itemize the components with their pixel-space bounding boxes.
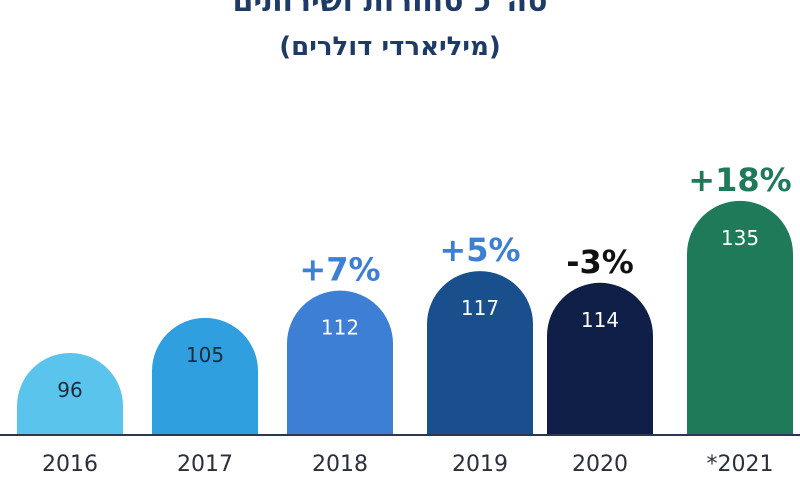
growth-annotation: +18%	[688, 161, 791, 199]
x-tick-label: *2021	[707, 452, 774, 477]
x-tick-label: 2019	[452, 452, 508, 477]
bars-layer	[17, 200, 793, 435]
bar-2018	[287, 290, 393, 435]
growth-annotation: -3%	[566, 243, 634, 281]
bar-value-label: 117	[461, 296, 499, 320]
x-tick-label: 2017	[177, 452, 233, 477]
growth-annotation: +7%	[299, 251, 380, 289]
labels-layer: 96 2016 105 2017 112 2018 +7% 117 2019 +5% 114 2020…	[42, 161, 792, 477]
chart-title: סה"כ סחורות ושירותים	[232, 0, 548, 19]
bar-value-label: 114	[581, 308, 619, 332]
chart-subtitle: (מיליארדי דולרים)	[279, 32, 501, 62]
x-tick-label: 2018	[312, 452, 368, 477]
bar-2019	[427, 271, 533, 435]
bar-star-2021	[687, 200, 793, 435]
bar-2016	[17, 353, 123, 435]
bar-2020	[547, 282, 653, 435]
x-tick-label: 2016	[42, 452, 98, 477]
x-tick-label: 2020	[572, 452, 628, 477]
bar-2017	[152, 317, 258, 435]
bar-value-label: 96	[57, 378, 82, 402]
growth-annotation: +5%	[439, 231, 520, 269]
bar-value-label: 112	[321, 316, 359, 340]
bar-value-label: 105	[186, 343, 224, 367]
bar-value-label: 135	[721, 226, 759, 250]
